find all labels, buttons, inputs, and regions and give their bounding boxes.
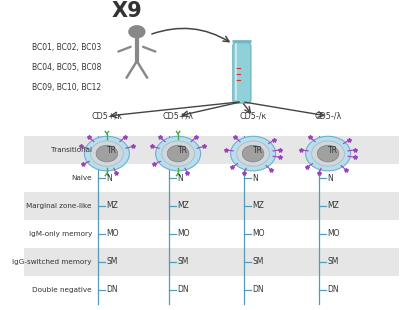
Text: MO: MO: [253, 229, 265, 238]
Text: TR: TR: [106, 146, 116, 155]
Text: BC09, BC10, BC12: BC09, BC10, BC12: [32, 83, 101, 92]
Text: MZ: MZ: [253, 202, 264, 210]
Text: TR: TR: [253, 146, 263, 155]
Text: DN: DN: [106, 285, 118, 294]
Circle shape: [167, 145, 189, 162]
Text: Marginal zone-like: Marginal zone-like: [26, 203, 92, 209]
Text: TR: TR: [178, 146, 188, 155]
Text: BC01, BC02, BC03: BC01, BC02, BC03: [32, 43, 101, 52]
Text: CD5-/λ: CD5-/λ: [314, 111, 342, 120]
Circle shape: [156, 136, 201, 171]
Circle shape: [306, 136, 350, 171]
Text: MO: MO: [178, 229, 190, 238]
Text: Double negative: Double negative: [32, 287, 92, 293]
Bar: [24, 136, 399, 164]
Circle shape: [162, 141, 194, 166]
Text: CD5+/κ: CD5+/κ: [91, 111, 122, 120]
Bar: [24, 248, 399, 276]
Text: SM: SM: [178, 257, 189, 266]
Text: SM: SM: [106, 257, 118, 266]
Text: N: N: [106, 174, 112, 183]
Text: IgM-only memory: IgM-only memory: [29, 231, 92, 237]
Text: MZ: MZ: [328, 202, 340, 210]
Text: DN: DN: [328, 285, 339, 294]
Text: MO: MO: [106, 229, 119, 238]
Circle shape: [128, 25, 146, 38]
Text: MZ: MZ: [106, 202, 118, 210]
Circle shape: [242, 145, 264, 162]
Circle shape: [312, 141, 344, 166]
Text: MZ: MZ: [178, 202, 190, 210]
Text: CD5+/λ: CD5+/λ: [163, 111, 194, 120]
Text: IgG-switched memory: IgG-switched memory: [12, 259, 92, 265]
Text: BC04, BC05, BC08: BC04, BC05, BC08: [32, 63, 101, 72]
Bar: [24, 192, 399, 220]
Text: Transitional: Transitional: [51, 147, 92, 153]
Text: SM: SM: [328, 257, 339, 266]
Text: MO: MO: [328, 229, 340, 238]
Text: N: N: [253, 174, 258, 183]
Text: SM: SM: [253, 257, 264, 266]
Text: DN: DN: [253, 285, 264, 294]
Text: DN: DN: [178, 285, 189, 294]
FancyBboxPatch shape: [233, 42, 251, 103]
Circle shape: [90, 141, 123, 166]
Text: N: N: [328, 174, 334, 183]
Circle shape: [317, 145, 339, 162]
Circle shape: [84, 136, 129, 171]
Text: Naive: Naive: [71, 175, 92, 181]
Text: CD5-/κ: CD5-/κ: [240, 111, 267, 120]
Circle shape: [237, 141, 270, 166]
Circle shape: [230, 136, 276, 171]
Text: TR: TR: [328, 146, 338, 155]
Circle shape: [96, 145, 118, 162]
Text: X9: X9: [111, 1, 142, 21]
Text: N: N: [178, 174, 184, 183]
